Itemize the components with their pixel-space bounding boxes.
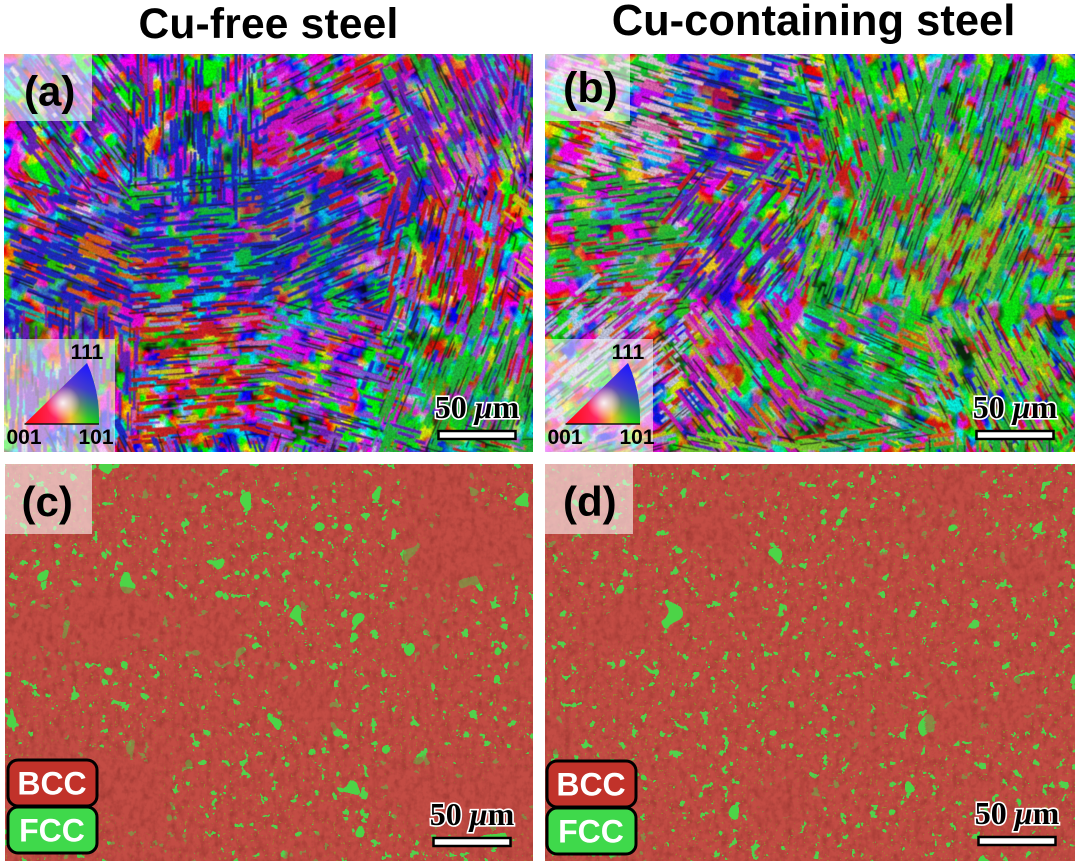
svg-text:Cu-free steel: Cu-free steel <box>138 1 398 48</box>
svg-text:(c): (c) <box>22 478 73 525</box>
svg-text:Cu-containing steel: Cu-containing steel <box>612 0 1016 45</box>
svg-text:(d): (d) <box>563 478 617 525</box>
svg-text:(b): (b) <box>563 64 618 112</box>
svg-text:(a): (a) <box>24 68 75 115</box>
